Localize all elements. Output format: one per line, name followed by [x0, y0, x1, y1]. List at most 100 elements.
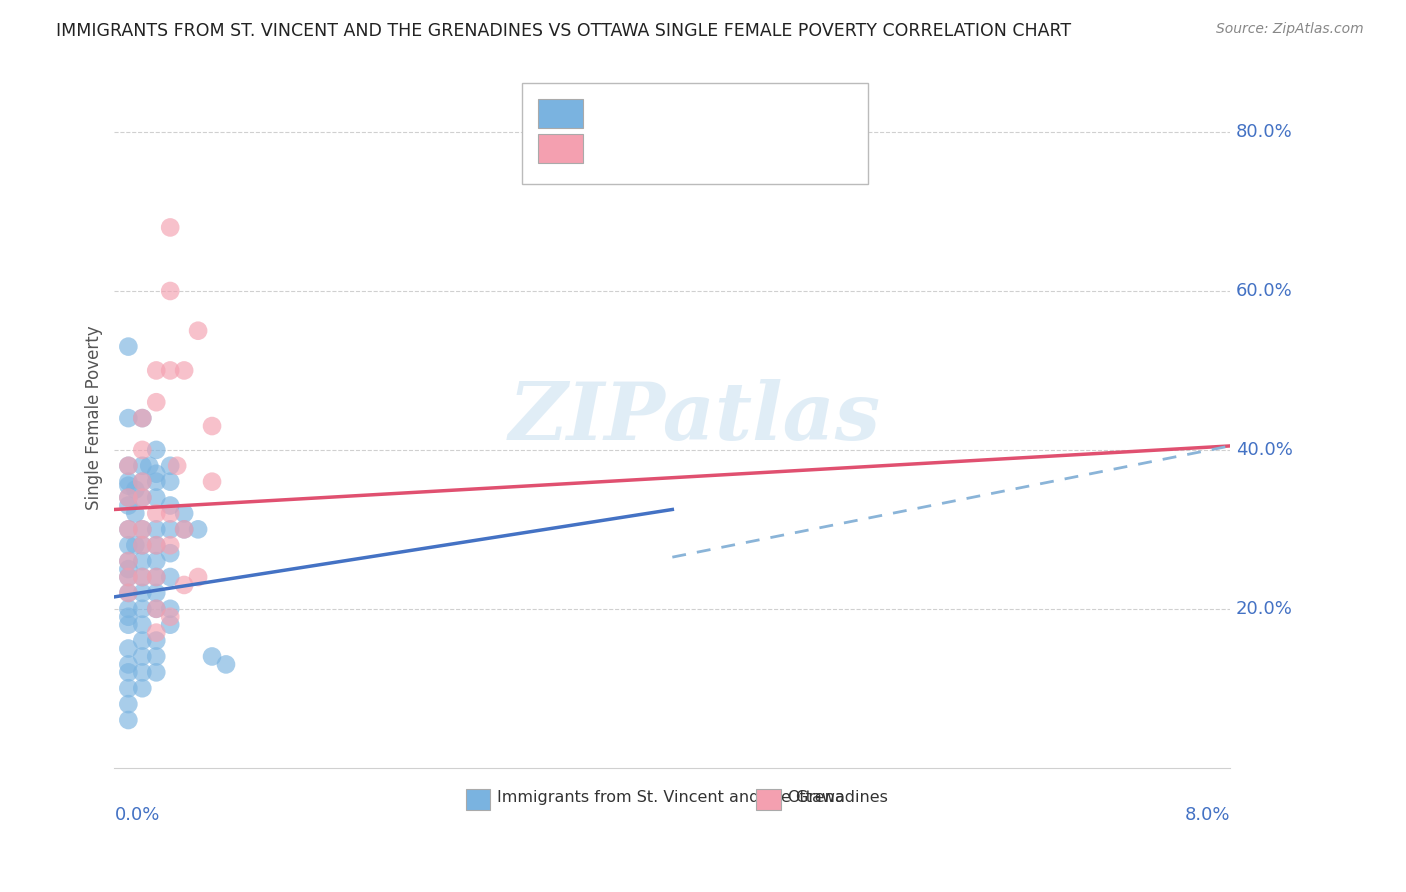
Point: [117, 458, 139, 473]
Point: [131, 411, 153, 425]
Text: IMMIGRANTS FROM ST. VINCENT AND THE GRENADINES VS OTTAWA SINGLE FEMALE POVERTY C: IMMIGRANTS FROM ST. VINCENT AND THE GREN…: [56, 22, 1071, 40]
Point: [131, 681, 153, 696]
Text: R = 0.164: R = 0.164: [591, 139, 681, 157]
Point: [138, 458, 160, 473]
Point: [145, 625, 167, 640]
Point: [117, 554, 139, 568]
Text: 20.0%: 20.0%: [1236, 599, 1292, 618]
Point: [159, 475, 181, 489]
Point: [117, 665, 139, 680]
Point: [131, 411, 153, 425]
Y-axis label: Single Female Poverty: Single Female Poverty: [86, 326, 103, 510]
Point: [117, 570, 139, 584]
FancyBboxPatch shape: [522, 82, 868, 184]
Point: [145, 665, 167, 680]
Point: [173, 507, 195, 521]
Point: [131, 475, 153, 489]
Point: [145, 586, 167, 600]
Point: [131, 491, 153, 505]
FancyBboxPatch shape: [465, 789, 491, 810]
Point: [145, 538, 167, 552]
Point: [131, 522, 153, 536]
Text: 0.0%: 0.0%: [114, 806, 160, 824]
Point: [145, 507, 167, 521]
Point: [117, 641, 139, 656]
Point: [131, 538, 153, 552]
Text: R = 0.158: R = 0.158: [591, 104, 681, 122]
Point: [159, 363, 181, 377]
Point: [145, 602, 167, 616]
Point: [131, 602, 153, 616]
Point: [131, 475, 153, 489]
Point: [173, 522, 195, 536]
Point: [145, 475, 167, 489]
Point: [131, 538, 153, 552]
Point: [159, 284, 181, 298]
Point: [159, 602, 181, 616]
Point: [131, 617, 153, 632]
Point: [173, 578, 195, 592]
Text: N = 67: N = 67: [711, 104, 779, 122]
Point: [117, 340, 139, 354]
Point: [117, 491, 139, 505]
Point: [187, 324, 209, 338]
Point: [145, 538, 167, 552]
Point: [131, 442, 153, 457]
Point: [117, 458, 139, 473]
Point: [159, 609, 181, 624]
Point: [131, 649, 153, 664]
Text: ZIPatlas: ZIPatlas: [509, 379, 880, 457]
Point: [131, 522, 153, 536]
Point: [131, 633, 153, 648]
Point: [145, 363, 167, 377]
Point: [117, 499, 139, 513]
Point: [117, 617, 139, 632]
Point: [117, 586, 139, 600]
Point: [124, 538, 146, 552]
Point: [117, 570, 139, 584]
Point: [159, 546, 181, 560]
Point: [131, 491, 153, 505]
Point: [145, 602, 167, 616]
Point: [201, 649, 224, 664]
Text: 40.0%: 40.0%: [1236, 441, 1292, 458]
Point: [145, 570, 167, 584]
Point: [117, 522, 139, 536]
Point: [145, 522, 167, 536]
Text: 60.0%: 60.0%: [1236, 282, 1292, 300]
Point: [201, 475, 224, 489]
Point: [117, 681, 139, 696]
Text: Immigrants from St. Vincent and the Grenadines: Immigrants from St. Vincent and the Gren…: [498, 790, 889, 805]
Point: [145, 554, 167, 568]
Text: 80.0%: 80.0%: [1236, 123, 1292, 141]
Point: [159, 507, 181, 521]
Point: [159, 570, 181, 584]
Point: [201, 419, 224, 434]
Point: [117, 491, 139, 505]
FancyBboxPatch shape: [538, 134, 583, 163]
Point: [124, 507, 146, 521]
Point: [131, 665, 153, 680]
Point: [173, 363, 195, 377]
Point: [166, 458, 188, 473]
Point: [215, 657, 238, 672]
Point: [117, 697, 139, 711]
Point: [117, 538, 139, 552]
Point: [117, 522, 139, 536]
Point: [117, 475, 139, 489]
Point: [159, 617, 181, 632]
Text: N = 34: N = 34: [711, 139, 779, 157]
Point: [131, 586, 153, 600]
Point: [145, 633, 167, 648]
Point: [159, 538, 181, 552]
Point: [145, 491, 167, 505]
Point: [117, 562, 139, 576]
Point: [117, 602, 139, 616]
Point: [145, 649, 167, 664]
Point: [117, 411, 139, 425]
Point: [145, 442, 167, 457]
Point: [187, 522, 209, 536]
FancyBboxPatch shape: [538, 99, 583, 128]
Point: [173, 522, 195, 536]
Point: [117, 713, 139, 727]
